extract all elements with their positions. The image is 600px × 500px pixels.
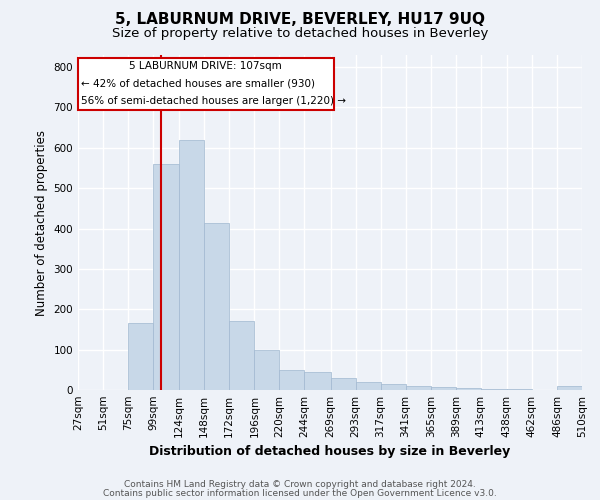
Bar <box>380 384 406 390</box>
Bar <box>431 387 456 390</box>
Text: 56% of semi-detached houses are larger (1,220) →: 56% of semi-detached houses are larger (… <box>81 96 346 106</box>
Text: 5, LABURNUM DRIVE, BEVERLEY, HU17 9UQ: 5, LABURNUM DRIVE, BEVERLEY, HU17 9UQ <box>115 12 485 28</box>
Text: Contains public sector information licensed under the Open Government Licence v3: Contains public sector information licen… <box>103 488 497 498</box>
Bar <box>254 350 280 390</box>
Bar <box>179 140 204 390</box>
X-axis label: Distribution of detached houses by size in Beverley: Distribution of detached houses by size … <box>149 446 511 458</box>
Bar <box>356 382 380 390</box>
Y-axis label: Number of detached properties: Number of detached properties <box>35 130 48 316</box>
Bar <box>557 386 582 390</box>
Bar <box>280 370 304 390</box>
Bar <box>456 388 481 390</box>
Bar <box>204 222 229 390</box>
Bar <box>304 372 331 390</box>
Text: Size of property relative to detached houses in Beverley: Size of property relative to detached ho… <box>112 28 488 40</box>
Text: ← 42% of detached houses are smaller (930): ← 42% of detached houses are smaller (93… <box>81 78 315 88</box>
Bar <box>153 164 179 390</box>
Bar <box>406 386 431 390</box>
Bar <box>331 378 356 390</box>
Text: Contains HM Land Registry data © Crown copyright and database right 2024.: Contains HM Land Registry data © Crown c… <box>124 480 476 489</box>
FancyBboxPatch shape <box>78 58 334 110</box>
Bar <box>128 324 153 390</box>
Bar <box>229 322 254 390</box>
Bar <box>481 389 507 390</box>
Text: 5 LABURNUM DRIVE: 107sqm: 5 LABURNUM DRIVE: 107sqm <box>130 61 282 71</box>
Bar <box>507 389 532 390</box>
